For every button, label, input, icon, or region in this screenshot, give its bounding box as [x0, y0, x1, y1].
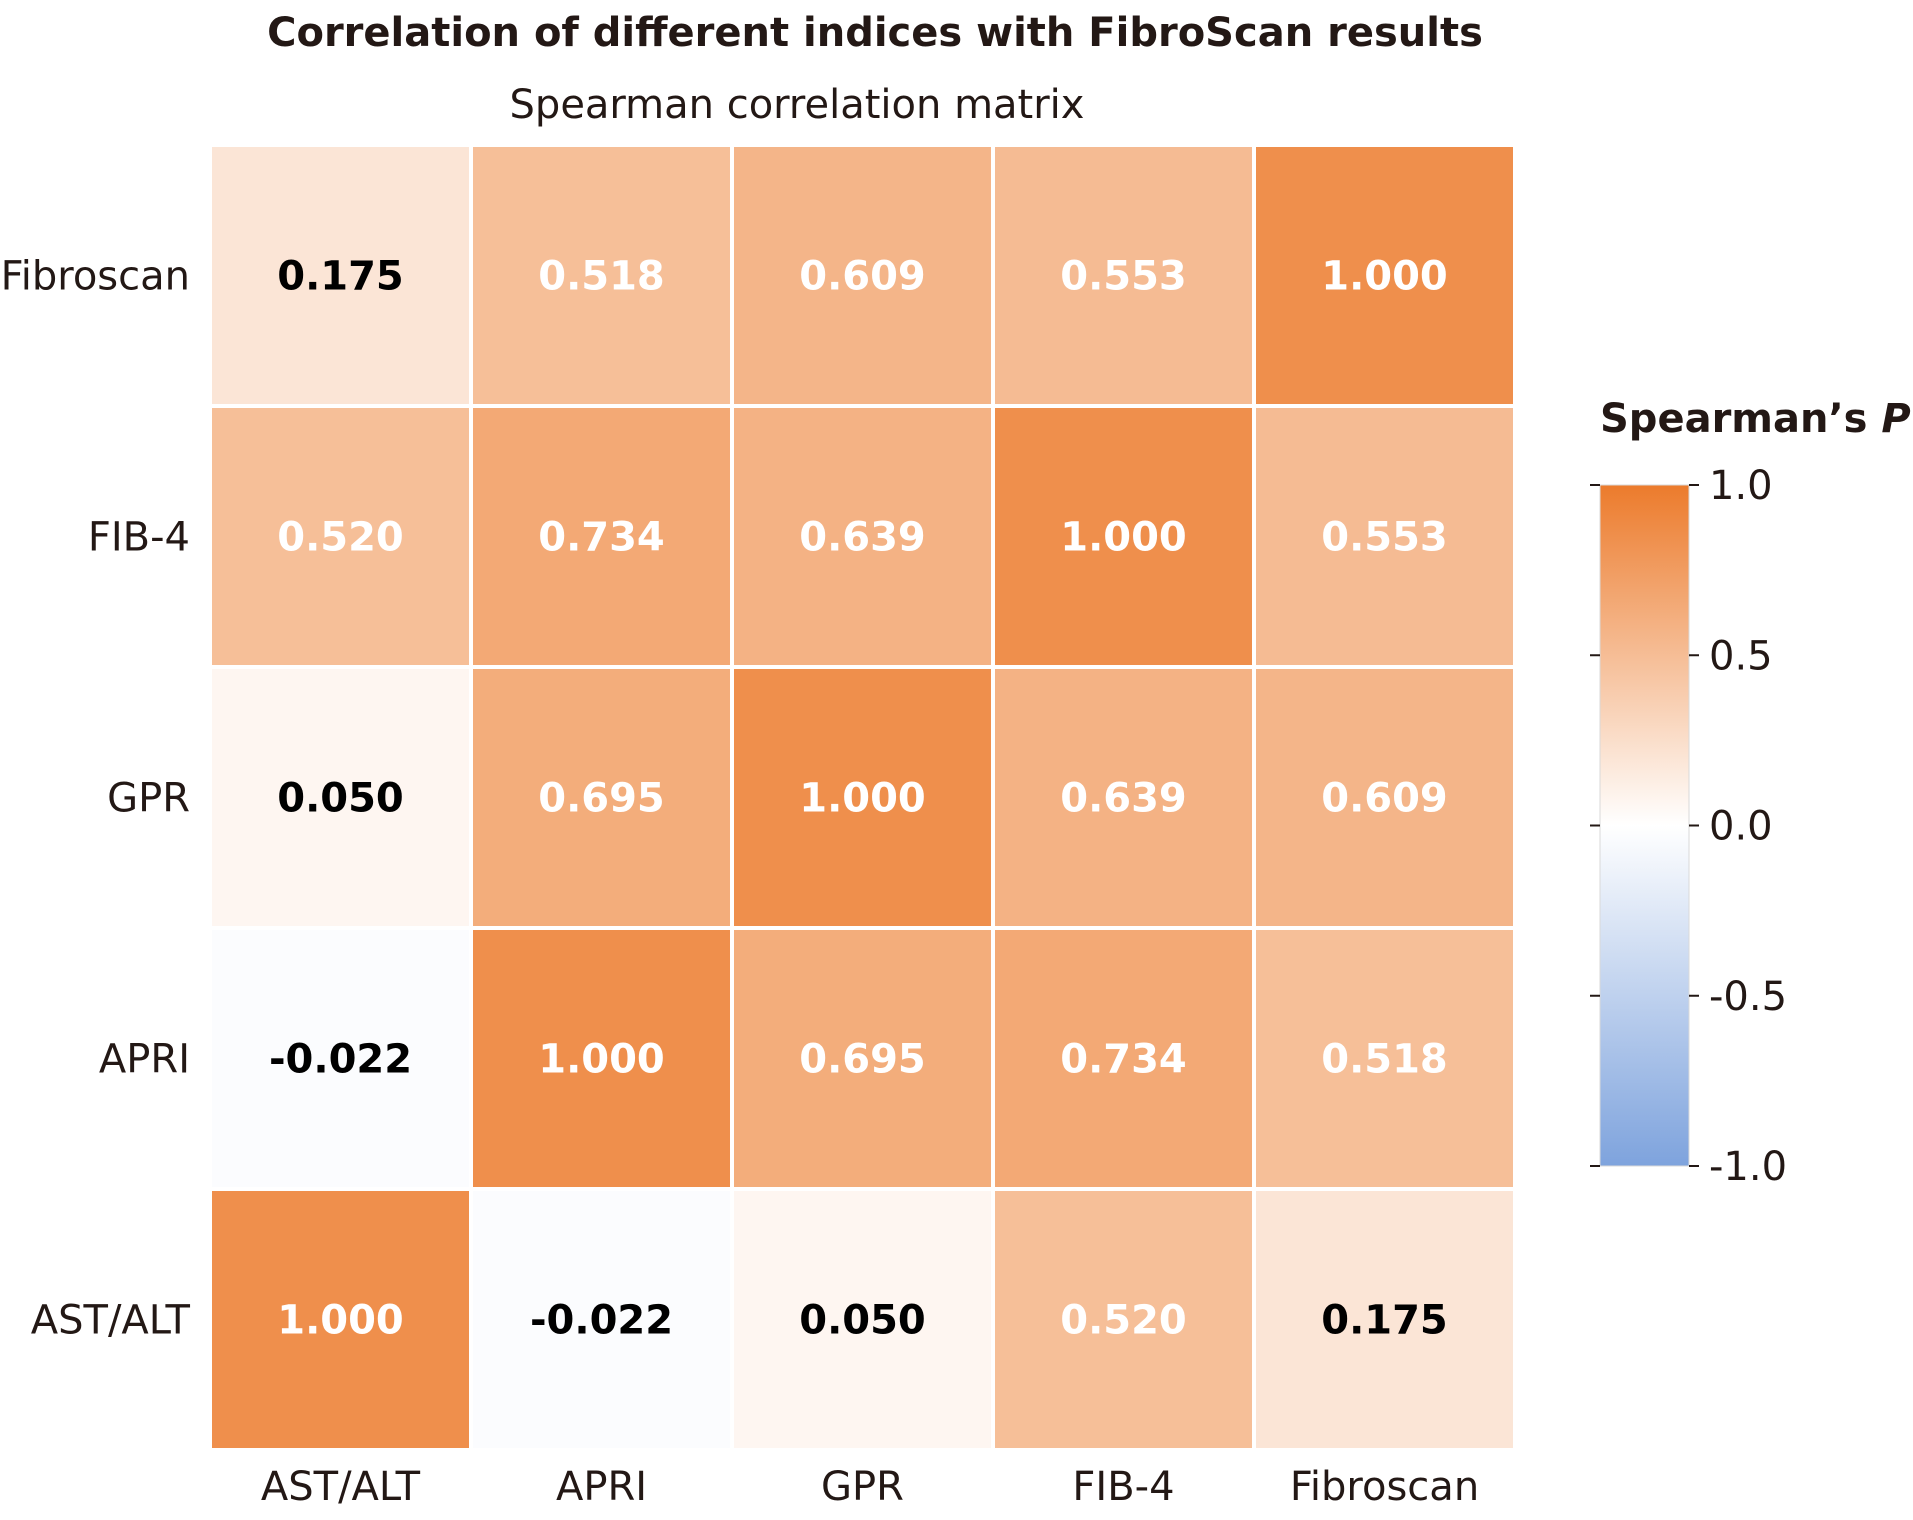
heatmap-cell: [734, 1191, 991, 1448]
cell-value-label: 0.639: [799, 515, 926, 561]
cell-value-label: 0.553: [1060, 254, 1187, 300]
x-tick-label: AST/ALT: [261, 1464, 421, 1510]
cell-value-label: 0.609: [1321, 776, 1448, 822]
colorbar: Spearman’s P 1.0 0.5 0.0 -0.5 -1.0: [1590, 396, 1911, 1190]
y-tick-label: GPR: [107, 776, 190, 822]
heatmap-cells: 0.175 0.518 0.609 0.553 1.000 0.520 0.734 0.639…: [212, 147, 1513, 1448]
heatmap-cell: [995, 930, 1252, 1187]
cell-value-label: 0.050: [799, 1298, 926, 1344]
heatmap-cell: [212, 408, 469, 665]
colorbar-title-symbol: P: [1881, 396, 1910, 442]
y-tick-label: Fibroscan: [1, 254, 190, 300]
cell-value-label: 1.000: [277, 1298, 404, 1344]
heatmap-cell: [212, 1191, 469, 1448]
colorbar-ticks: 1.0 0.5 0.0 -0.5 -1.0: [1590, 463, 1787, 1190]
heatmap-cell: [473, 1191, 730, 1448]
colorbar-tick-label: 0.5: [1709, 633, 1773, 679]
heatmap-cell: [1256, 1191, 1513, 1448]
cell-value-label: 0.695: [538, 776, 665, 822]
heatmap-cell: [212, 930, 469, 1187]
cell-value-label: 0.553: [1321, 515, 1448, 561]
heatmap-cell: [1256, 669, 1513, 926]
colorbar-tick-label: -0.5: [1709, 974, 1787, 1020]
cell-value-label: 0.175: [277, 254, 404, 300]
heatmap-cell: [995, 147, 1252, 404]
colorbar-tick-label: -1.0: [1709, 1144, 1787, 1190]
cell-value-label: 1.000: [538, 1037, 665, 1083]
x-tick-label: APRI: [556, 1464, 647, 1510]
cell-value-label: 0.518: [1321, 1037, 1448, 1083]
cell-value-label: -0.022: [530, 1298, 673, 1344]
y-tick-label: FIB-4: [88, 515, 190, 561]
x-tick-label: Fibroscan: [1290, 1464, 1479, 1510]
cell-value-label: 0.520: [1060, 1298, 1187, 1344]
heatmap-cell: [212, 669, 469, 926]
cell-value-label: 0.050: [277, 776, 404, 822]
x-axis-labels: AST/ALT APRI GPR FIB-4 Fibroscan: [261, 1464, 1479, 1510]
heatmap-cell: [473, 930, 730, 1187]
colorbar-title: Spearman’s P: [1600, 396, 1911, 442]
chart-title: Correlation of different indices with Fi…: [267, 10, 1483, 56]
heatmap-cell: [995, 1191, 1252, 1448]
y-tick-label: AST/ALT: [31, 1298, 191, 1344]
heatmap-cell: [734, 408, 991, 665]
heatmap-cell: [734, 147, 991, 404]
cell-value-label: 1.000: [799, 776, 926, 822]
cell-value-label: -0.022: [269, 1037, 412, 1083]
heatmap-cell: [473, 669, 730, 926]
cell-value-label: 0.734: [1060, 1037, 1187, 1083]
heatmap-cell: [473, 408, 730, 665]
heatmap-cell: [995, 408, 1252, 665]
colorbar-tick-label: 1.0: [1709, 463, 1773, 509]
cell-value-label: 0.609: [799, 254, 926, 300]
y-tick-label: APRI: [99, 1037, 190, 1083]
y-axis-labels: Fibroscan FIB-4 GPR APRI AST/ALT: [1, 254, 191, 1344]
heatmap-cell: [1256, 930, 1513, 1187]
heatmap-cell: [473, 147, 730, 404]
cell-value-label: 0.695: [799, 1037, 926, 1083]
cell-value-label: 0.175: [1321, 1298, 1448, 1344]
heatmap-cell: [734, 669, 991, 926]
x-tick-label: GPR: [821, 1464, 904, 1510]
colorbar-title-prefix: Spearman’s: [1600, 396, 1881, 442]
x-tick-label: FIB-4: [1072, 1464, 1174, 1510]
heatmap-cell: [212, 147, 469, 404]
chart-subtitle: Spearman correlation matrix: [510, 82, 1085, 128]
cell-value-label: 1.000: [1321, 254, 1448, 300]
cell-value-label: 0.734: [538, 515, 665, 561]
cell-value-label: 1.000: [1060, 515, 1187, 561]
cell-value-label: 0.518: [538, 254, 665, 300]
colorbar-tick-label: 0.0: [1709, 804, 1773, 850]
cell-value-label: 0.520: [277, 515, 404, 561]
heatmap-cell: [995, 669, 1252, 926]
heatmap-cell: [1256, 408, 1513, 665]
heatmap-cell: [1256, 147, 1513, 404]
colorbar-gradient: [1599, 484, 1690, 1167]
heatmap-cell: [734, 930, 991, 1187]
cell-value-label: 0.639: [1060, 776, 1187, 822]
